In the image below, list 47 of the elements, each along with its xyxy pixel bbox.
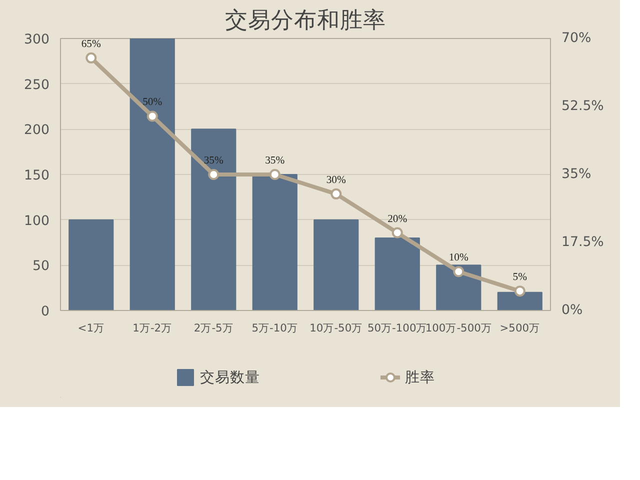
- x-tick-label: >500万: [500, 322, 540, 334]
- y-tick-label: 300: [24, 32, 50, 48]
- data-label: 30%: [326, 174, 346, 186]
- point: [269, 169, 280, 180]
- data-label: 10%: [448, 252, 469, 264]
- data-label: 35%: [204, 156, 224, 166]
- x-tick-label: 1万-2万: [132, 322, 172, 334]
- bar: [436, 264, 482, 310]
- y-tick-label: 0: [41, 304, 50, 320]
- y2-tick-label: 17.5%: [562, 235, 604, 250]
- bar: [252, 174, 298, 310]
- y2-tick-label: 0%: [562, 303, 583, 318]
- bar: [191, 128, 236, 310]
- bar: [130, 38, 175, 310]
- bar: [374, 237, 420, 310]
- y-tick-label: 100: [24, 214, 50, 229]
- bar: [68, 219, 114, 310]
- data-label: 35%: [265, 156, 285, 166]
- bar: [497, 292, 542, 310]
- y2-tick-label: 70%: [562, 31, 592, 46]
- bar: [314, 219, 359, 310]
- y-tick-label: 50: [32, 259, 50, 274]
- data-label: 50%: [142, 97, 162, 108]
- data-label: 20%: [388, 214, 408, 225]
- x-tick-label: 2万-5万: [194, 322, 234, 334]
- legend-label: 交易数量: [200, 368, 260, 386]
- data-label: 5%: [512, 272, 528, 284]
- x-tick-label: <1万: [78, 322, 104, 334]
- y2-tick-label: 35%: [562, 167, 592, 182]
- point: [453, 266, 464, 278]
- y2-tick-label: 52.5%: [562, 99, 604, 114]
- y-tick-label: 150: [24, 168, 50, 184]
- legend-label: 胜率: [405, 368, 435, 386]
- point: [392, 227, 403, 238]
- x-tick-label: 5万-10万: [252, 322, 298, 334]
- point: [86, 52, 97, 64]
- y-tick-label: 250: [24, 78, 50, 93]
- point: [146, 110, 158, 122]
- data-label: 65%: [81, 38, 102, 50]
- point: [330, 188, 342, 200]
- y-tick-label: 200: [24, 123, 50, 138]
- x-tick-label: 100万-500万: [425, 322, 492, 334]
- point: [514, 286, 526, 297]
- chart-title: 交易分布和胜率: [225, 8, 386, 34]
- point: [208, 169, 220, 180]
- x-tick-label: 10万-50万: [310, 322, 363, 334]
- x-tick-label: 50万-100万: [368, 322, 428, 334]
